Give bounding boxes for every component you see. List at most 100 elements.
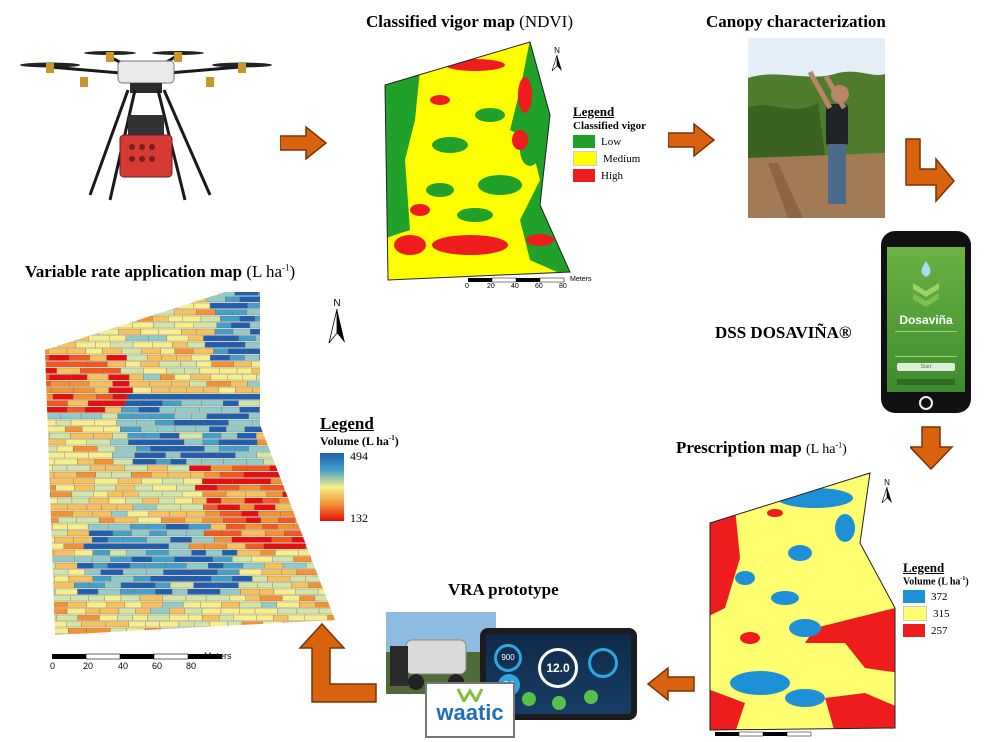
vra-cell	[89, 465, 106, 472]
vra-cell	[84, 315, 107, 322]
vra-cell	[295, 335, 318, 342]
vra-cell	[333, 588, 335, 595]
vra-cell	[92, 536, 109, 543]
vra-cell	[284, 530, 307, 537]
vra-cell	[45, 445, 58, 452]
tablet-central-gauge[interactable]: 12.0	[538, 648, 578, 688]
vra-cell	[141, 348, 161, 355]
vra-cell	[128, 634, 145, 635]
vra-cell	[183, 439, 203, 446]
vra-cell	[110, 439, 129, 446]
var-rate-map	[45, 292, 345, 635]
vra-cell	[212, 556, 233, 563]
vra-cell	[55, 484, 75, 491]
vra-cell	[254, 504, 276, 511]
vra-cell	[45, 556, 52, 563]
vra-cell	[218, 387, 236, 394]
vra-cell	[289, 354, 306, 361]
vra-cell	[211, 361, 234, 368]
vra-cell	[93, 562, 108, 569]
vra-cell	[218, 335, 239, 342]
vra-cell	[269, 367, 290, 374]
vra-cell	[338, 563, 345, 569]
vra-cell	[58, 517, 77, 524]
vra-cell	[334, 406, 335, 413]
vra-cell	[274, 439, 292, 446]
vra-cell	[93, 491, 109, 498]
vra-cell	[87, 292, 103, 296]
vra-cell	[45, 595, 50, 602]
vra-cell	[67, 504, 88, 511]
vra-cell	[97, 445, 117, 452]
vra-cell	[126, 510, 149, 517]
vra-cell	[94, 458, 114, 465]
vigor-scale-bar	[468, 277, 565, 283]
vra-cell	[261, 302, 282, 309]
vra-cell	[274, 504, 299, 511]
tablet-green-button-2[interactable]	[552, 696, 566, 710]
vra-cell	[305, 575, 324, 582]
vra-cell	[201, 400, 224, 407]
vra-cell	[325, 530, 335, 537]
vra-cell	[176, 354, 192, 361]
vra-cell	[48, 543, 65, 550]
vra-cell	[50, 491, 72, 498]
vra-cell	[291, 322, 308, 329]
tablet-gauge-right[interactable]	[588, 648, 618, 678]
tablet-green-button-3[interactable]	[584, 690, 598, 704]
vra-cell	[182, 491, 203, 498]
vra-cell	[319, 569, 335, 576]
phone-home-button[interactable]	[919, 396, 933, 410]
vra-cell	[125, 549, 147, 556]
vra-cell	[194, 621, 210, 628]
vra-cell	[328, 380, 335, 387]
tablet-gauge-left[interactable]: 900	[494, 644, 522, 672]
vra-cell	[230, 380, 248, 387]
vra-cell	[70, 419, 95, 426]
vra-cell	[73, 536, 93, 543]
vra-cell	[293, 406, 313, 413]
vra-cell	[263, 393, 285, 400]
vra-cell	[254, 608, 278, 615]
vra-cell	[232, 556, 252, 563]
vra-cell	[234, 292, 259, 296]
vra-cell	[45, 588, 56, 595]
vra-color-ramp	[320, 453, 344, 521]
arrow-down-turn	[905, 138, 955, 203]
vra-cell	[231, 322, 251, 329]
vra-cell	[310, 556, 327, 563]
vra-cell	[236, 367, 253, 374]
vra-cell	[81, 621, 106, 628]
vra-cell	[81, 426, 104, 433]
vra-cell	[156, 302, 177, 309]
vra-cell	[277, 374, 302, 381]
vra-cell	[147, 614, 170, 621]
vra-cell	[193, 322, 217, 329]
vra-cell	[291, 471, 308, 478]
vra-cell	[170, 458, 187, 465]
vra-cell	[88, 530, 114, 537]
vra-cell	[300, 309, 322, 316]
vra-cell	[167, 471, 191, 478]
vra-cell	[254, 315, 276, 322]
vra-cell	[217, 452, 236, 459]
vra-cell	[52, 523, 68, 530]
vra-cell	[190, 471, 205, 478]
vra-cell	[244, 497, 263, 504]
vra-cell	[340, 368, 345, 374]
app-start-button[interactable]: Start	[897, 363, 955, 371]
vra-cell	[182, 569, 200, 576]
vra-cell	[147, 393, 165, 400]
vra-cell	[181, 328, 197, 335]
vra-cell	[65, 328, 82, 335]
vra-cell	[45, 439, 66, 446]
vra-cell	[317, 588, 334, 595]
tablet-green-button-1[interactable]	[522, 692, 536, 706]
vra-cell	[55, 419, 72, 426]
vra-cell	[104, 406, 122, 413]
vra-cell	[277, 458, 295, 465]
vra-cell	[45, 380, 51, 387]
vra-cell	[242, 374, 257, 381]
vra-cell	[342, 615, 345, 621]
vra-cell	[99, 614, 118, 621]
